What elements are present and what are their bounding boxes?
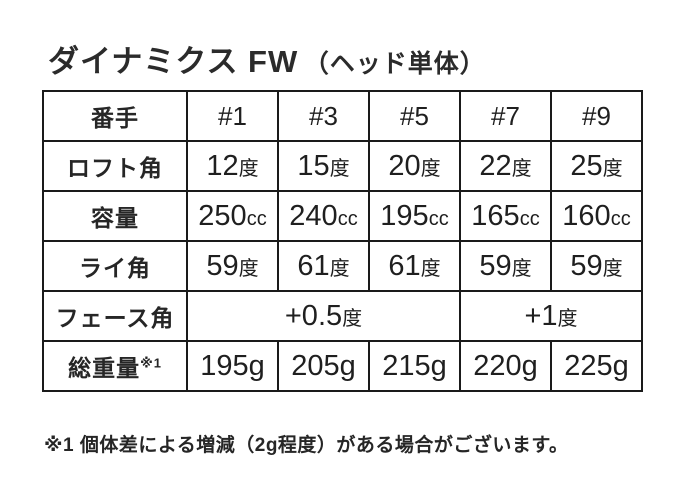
- volume-cell: 195cc: [368, 190, 461, 242]
- lie-angle-cell: 59度: [186, 240, 279, 292]
- page-title-sub: （ヘッド単体）: [303, 50, 486, 78]
- unit-degree: 度: [511, 157, 532, 180]
- footnote-text: ※1 個体差による増減（2g程度）がある場合がございます。: [44, 435, 569, 456]
- row-label-lie-angle: ライ角: [42, 240, 188, 292]
- loft-angle-cell: 20度: [368, 140, 461, 192]
- unit-cc: cc: [519, 207, 540, 230]
- table-row-lie-angle: ライ角 59度 61度 61度 59度 59度: [42, 240, 643, 292]
- lie-angle-cell: 61度: [368, 240, 461, 292]
- spec-table: 番手 #1 #3 #5 #7 #9 ロフト角 12度 15度 20度 22度 2…: [42, 90, 643, 392]
- row-label-volume: 容量: [42, 190, 188, 242]
- footnote-marker: ※1: [140, 355, 162, 371]
- volume-cell: 240cc: [277, 190, 370, 242]
- loft-angle-cell: 22度: [459, 140, 552, 192]
- total-weight-cell: 220g: [459, 340, 552, 392]
- loft-angle-cell: 12度: [186, 140, 279, 192]
- table-row-club-number: 番手 #1 #3 #5 #7 #9: [42, 90, 643, 142]
- row-label-face-angle: フェース角: [42, 290, 188, 342]
- unit-degree: 度: [557, 307, 578, 330]
- unit-degree: 度: [602, 157, 623, 180]
- club-number-cell: #1: [186, 90, 279, 142]
- club-number-cell: #9: [550, 90, 643, 142]
- unit-degree: 度: [329, 257, 350, 280]
- total-weight-cell: 195g: [186, 340, 279, 392]
- page-title: ダイナミクス FW （ヘッド単体）: [48, 36, 486, 81]
- unit-degree: 度: [238, 257, 259, 280]
- unit-cc: cc: [428, 207, 449, 230]
- lie-angle-cell: 59度: [459, 240, 552, 292]
- total-weight-cell: 205g: [277, 340, 370, 392]
- total-weight-cell: 215g: [368, 340, 461, 392]
- volume-cell: 165cc: [459, 190, 552, 242]
- row-label-total-weight: 総重量※1: [42, 340, 188, 392]
- unit-cc: cc: [246, 207, 267, 230]
- table-row-volume: 容量 250cc 240cc 195cc 165cc 160cc: [42, 190, 643, 242]
- club-number-cell: #5: [368, 90, 461, 142]
- row-label-loft-angle: ロフト角: [42, 140, 188, 192]
- lie-angle-cell: 59度: [550, 240, 643, 292]
- volume-cell: 160cc: [550, 190, 643, 242]
- total-weight-cell: 225g: [550, 340, 643, 392]
- club-number-cell: #3: [277, 90, 370, 142]
- face-angle-cell-79: +1度: [459, 290, 643, 342]
- unit-degree: 度: [420, 257, 441, 280]
- unit-degree: 度: [238, 157, 259, 180]
- face-angle-cell-135: +0.5度: [186, 290, 461, 342]
- unit-degree: 度: [420, 157, 441, 180]
- unit-degree: 度: [511, 257, 532, 280]
- table-row-total-weight: 総重量※1 195g 205g 215g 220g 225g: [42, 340, 643, 392]
- loft-angle-cell: 25度: [550, 140, 643, 192]
- page-title-main: ダイナミクス FW: [48, 44, 299, 79]
- row-label-club-number: 番手: [42, 90, 188, 142]
- lie-angle-cell: 61度: [277, 240, 370, 292]
- table-row-face-angle: フェース角 +0.5度 +1度: [42, 290, 643, 342]
- volume-cell: 250cc: [186, 190, 279, 242]
- loft-angle-cell: 15度: [277, 140, 370, 192]
- unit-degree: 度: [329, 157, 350, 180]
- unit-degree: 度: [342, 307, 363, 330]
- club-number-cell: #7: [459, 90, 552, 142]
- unit-cc: cc: [610, 207, 631, 230]
- unit-degree: 度: [602, 257, 623, 280]
- table-row-loft-angle: ロフト角 12度 15度 20度 22度 25度: [42, 140, 643, 192]
- unit-cc: cc: [337, 207, 358, 230]
